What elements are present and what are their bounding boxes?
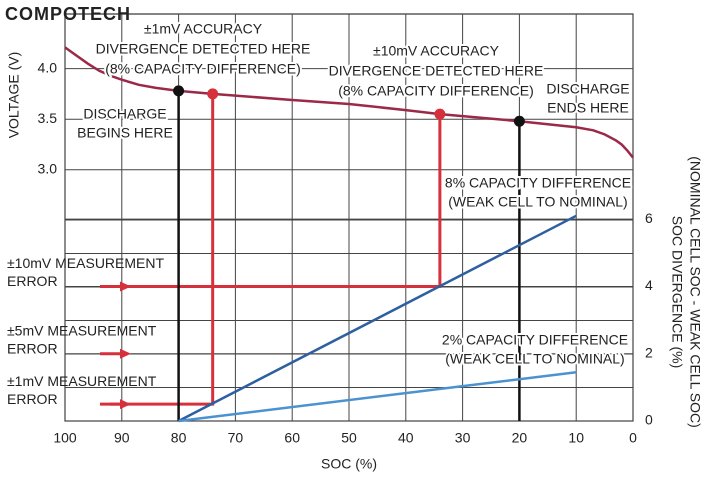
detection-point: [207, 88, 219, 100]
x-tick-label: 50: [341, 430, 357, 446]
y2-axis-label: (NOMINAL CELL SOC - WEAK CELL SOC): [687, 156, 703, 428]
x-tick-label: 100: [53, 430, 77, 446]
annotation: ±1mV ACCURACY: [144, 21, 263, 37]
series-line: [178, 370, 577, 423]
measurement-label: ±10mV MEASUREMENT: [7, 255, 164, 271]
y2-tick-label: 0: [645, 412, 653, 428]
annotation: DIVERGENCE DETECTED HERE: [96, 41, 311, 57]
watermark: COMPOTECH: [5, 4, 131, 24]
y2-tick-label: 2: [645, 344, 653, 360]
y-tick-label: 3.0: [38, 160, 58, 176]
x-axis-label: SOC (%): [321, 456, 377, 472]
y-tick-label: 4.0: [38, 59, 58, 75]
measurement-label: ERROR: [7, 340, 58, 356]
y2-axis-label: SOC DIVERGENCE (%): [669, 216, 685, 368]
x-tick-label: 0: [629, 430, 637, 446]
series-label: 8% CAPACITY DIFFERENCE: [445, 175, 631, 191]
x-tick-label: 10: [568, 430, 584, 446]
x-tick-label: 30: [455, 430, 471, 446]
error-arrow-head: [120, 348, 131, 359]
annotation: ±10mV ACCURACY: [373, 43, 500, 59]
annotation: DISCHARGE: [83, 106, 166, 122]
y-axis-label: VOLTAGE (V): [6, 52, 22, 139]
measurement-label: ±1mV MEASUREMENT: [7, 373, 157, 389]
event-point: [513, 115, 525, 127]
x-tick-label: 40: [398, 430, 414, 446]
annotation: BEGINS HERE: [77, 125, 173, 141]
x-tick-label: 20: [512, 430, 528, 446]
series-label: 2% CAPACITY DIFFERENCE: [442, 332, 628, 348]
event-point: [173, 85, 185, 97]
annotation: (8% CAPACITY DIFFERENCE): [338, 83, 534, 99]
detection-point: [434, 108, 446, 120]
annotation: DISCHARGE: [546, 81, 629, 97]
series-label: (WEAK CELL TO NOMINAL): [445, 351, 624, 367]
series-line: [178, 214, 577, 423]
annotation: DIVERGENCE DETECTED HERE: [329, 63, 544, 79]
measurement-label: ERROR: [7, 391, 58, 407]
x-tick-label: 70: [228, 430, 244, 446]
y2-tick-label: 4: [645, 277, 653, 293]
measurement-label: ERROR: [7, 273, 58, 289]
annotation: ENDS HERE: [547, 100, 629, 116]
x-tick-label: 80: [171, 430, 187, 446]
x-tick-label: 90: [114, 430, 130, 446]
y2-tick-label: 6: [645, 210, 653, 226]
y-tick-label: 3.5: [38, 110, 58, 126]
measurement-label: ±5mV MEASUREMENT: [7, 322, 157, 338]
series-label: (WEAK CELL TO NOMINAL): [448, 194, 627, 210]
series-line: [64, 46, 634, 159]
annotation: (8% CAPACITY DIFFERENCE): [105, 61, 301, 77]
x-tick-label: 60: [284, 430, 300, 446]
